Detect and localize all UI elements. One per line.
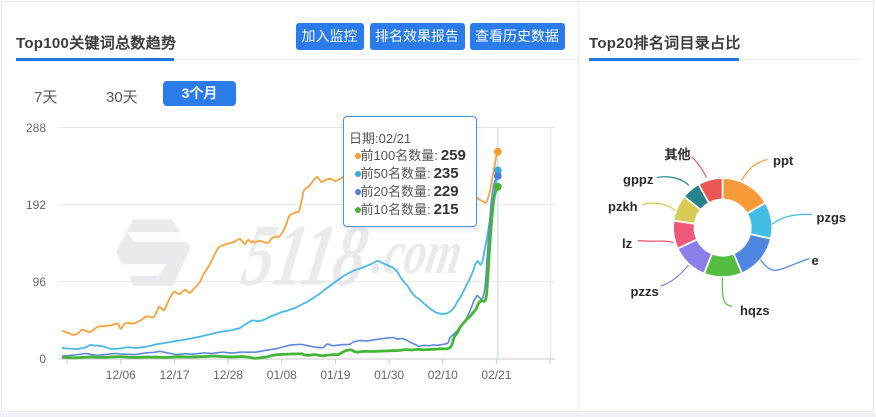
svg-text:.com: .com — [369, 217, 468, 286]
